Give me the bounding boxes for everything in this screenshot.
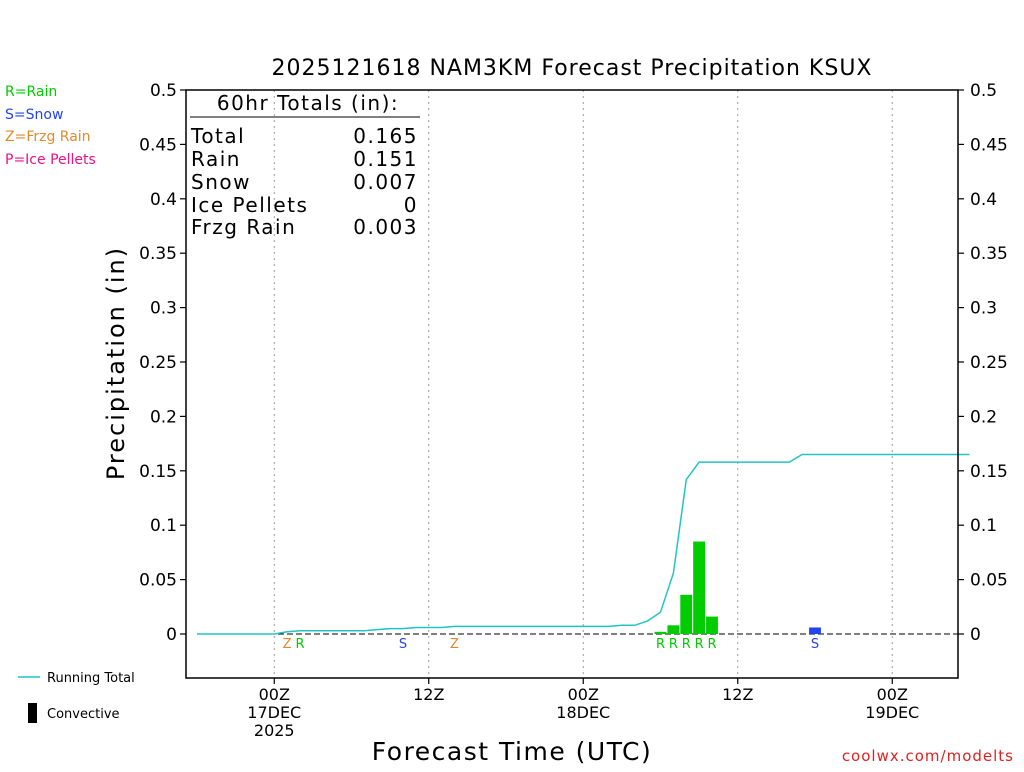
running-total-line [197,453,970,635]
type-marker-r: R [707,637,716,652]
rain-bar [654,631,667,634]
rain-bar [706,616,718,634]
type-marker-r: R [682,637,691,652]
precip-bars [654,541,821,634]
x-tick-label: 00Z [877,685,908,704]
type-legend-snow: S=Snow [5,107,63,123]
totals-label-ice-pellets: Ice Pellets [191,193,308,217]
running-total-legend-label: Running Total [47,671,135,686]
totals-label-total: Total [190,124,245,148]
totals-label-rain: Rain [191,147,241,171]
type-legend-rain: R=Rain [5,84,57,100]
axes: 0 0 0.05 0.05 0.1 0.1 0.15 0.15 0.2 0.2 0.25 0.25 0.… [139,81,1008,740]
y-tick-label-right: 0.3 [970,299,997,319]
type-marker-r: R [295,637,304,652]
y-tick-label-left: 0.25 [139,353,177,373]
totals-label-snow: Snow [191,170,251,194]
totals-value-snow: 0.007 [353,170,418,194]
x-tick-label: 2025 [254,721,295,740]
chart-title: 2025121618 NAM3KM Forecast Precipitation… [271,56,872,81]
totals-value-ice-pellets: 0 [404,193,418,217]
y-tick-label-right: 0 [970,625,981,645]
y-axis-title: Precipitation (in) [102,246,130,480]
snow-bar [809,627,821,634]
x-tick-label: 19DEC [865,703,919,722]
type-marker-r: R [669,637,678,652]
y-tick-label-right: 0.1 [970,516,997,536]
y-tick-label-right: 0.05 [970,571,1008,591]
running-total-layer [197,453,970,635]
x-tick-label: 00Z [568,685,599,704]
y-tick-label-left: 0.45 [139,135,177,155]
bottom-legend: Running Total Convective [18,671,135,723]
type-marker-r: R [656,637,665,652]
y-tick-label-right: 0.15 [970,462,1008,482]
plot-frame [185,89,959,679]
y-tick-label-left: 0.1 [150,516,177,536]
y-tick-label-left: 0.5 [150,81,177,101]
rain-bar [693,541,706,634]
type-legend-frzg-rain: Z=Frzg Rain [5,129,91,145]
x-tick-label: 00Z [259,685,290,704]
y-tick-label-left: 0 [166,625,177,645]
vertical-gridlines [197,90,958,678]
y-tick-label-left: 0.35 [139,244,177,264]
rain-bar [680,594,693,634]
x-tick-label: 12Z [722,685,753,704]
totals-value-rain: 0.151 [353,147,418,171]
y-tick-label-left: 0.3 [150,299,177,319]
y-tick-label-right: 0.2 [970,407,997,427]
y-tick-label-right: 0.35 [970,244,1008,264]
x-tick-label: 18DEC [556,703,610,722]
type-marker-z: Z [450,637,459,652]
x-axis-title: Forecast Time (UTC) [372,737,652,766]
type-legend: R=Rain S=Snow Z=Frzg Rain P=Ice Pellets [5,84,96,168]
totals-value-total: 0.165 [353,124,418,148]
x-tick-label: 17DEC [247,703,301,722]
y-tick-label-left: 0.4 [150,190,177,210]
convective-swatch [28,703,37,723]
y-tick-label-right: 0.4 [970,190,997,210]
watermark: coolwx.com/modelts [842,747,1014,765]
type-marker-r: R [695,637,704,652]
y-tick-label-right: 0.25 [970,353,1008,373]
totals-value-frzg-rain: 0.003 [353,215,418,239]
y-tick-label-right: 0.45 [970,135,1008,155]
y-tick-label-left: 0.15 [139,462,177,482]
type-marker-z: Z [283,637,292,652]
type-marker-s: S [399,637,407,652]
totals-label-frzg-rain: Frzg Rain [191,215,296,239]
y-tick-label-right: 0.5 [970,81,997,101]
totals-box: 60hr Totals (in): Total 0.165 Rain 0.151… [190,91,420,239]
convective-legend-label: Convective [47,707,120,722]
type-marker-s: S [811,637,819,652]
rain-bar [667,625,680,634]
x-tick-label: 12Z [413,685,444,704]
y-tick-label-left: 0.05 [139,571,177,591]
totals-heading: 60hr Totals (in): [217,91,399,115]
y-tick-label-left: 0.2 [150,407,177,427]
type-legend-ice-pellets: P=Ice Pellets [5,152,96,168]
